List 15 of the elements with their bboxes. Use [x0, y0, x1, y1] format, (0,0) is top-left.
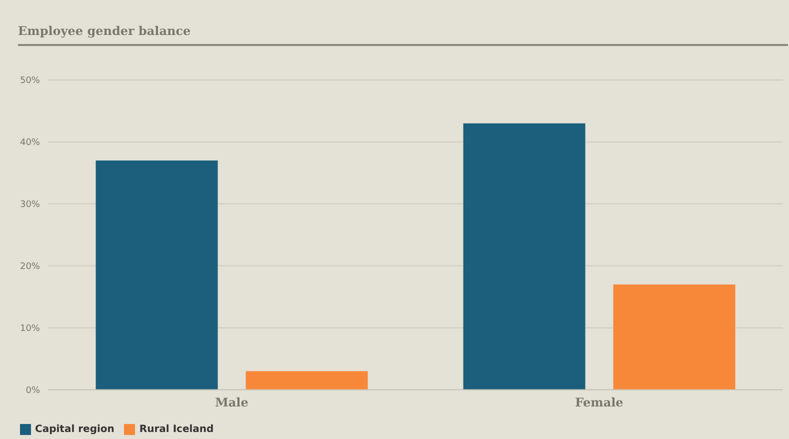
y-tick-label: 10%: [20, 324, 40, 334]
bar: [246, 371, 368, 390]
x-tick-label: Female: [575, 395, 624, 410]
y-tick-label: 20%: [20, 262, 40, 272]
chart-title: Employee gender balance: [18, 24, 788, 46]
legend-label: Rural Iceland: [139, 424, 214, 435]
y-tick-label: 50%: [20, 76, 40, 86]
bar: [96, 160, 218, 390]
x-tick-label: Male: [215, 395, 249, 410]
legend-label: Capital region: [35, 424, 114, 435]
y-tick-label: 30%: [20, 200, 40, 210]
y-tick-label: 40%: [20, 138, 40, 148]
bar: [613, 284, 736, 390]
bar: [463, 123, 586, 390]
y-tick-label: 0%: [26, 386, 40, 396]
